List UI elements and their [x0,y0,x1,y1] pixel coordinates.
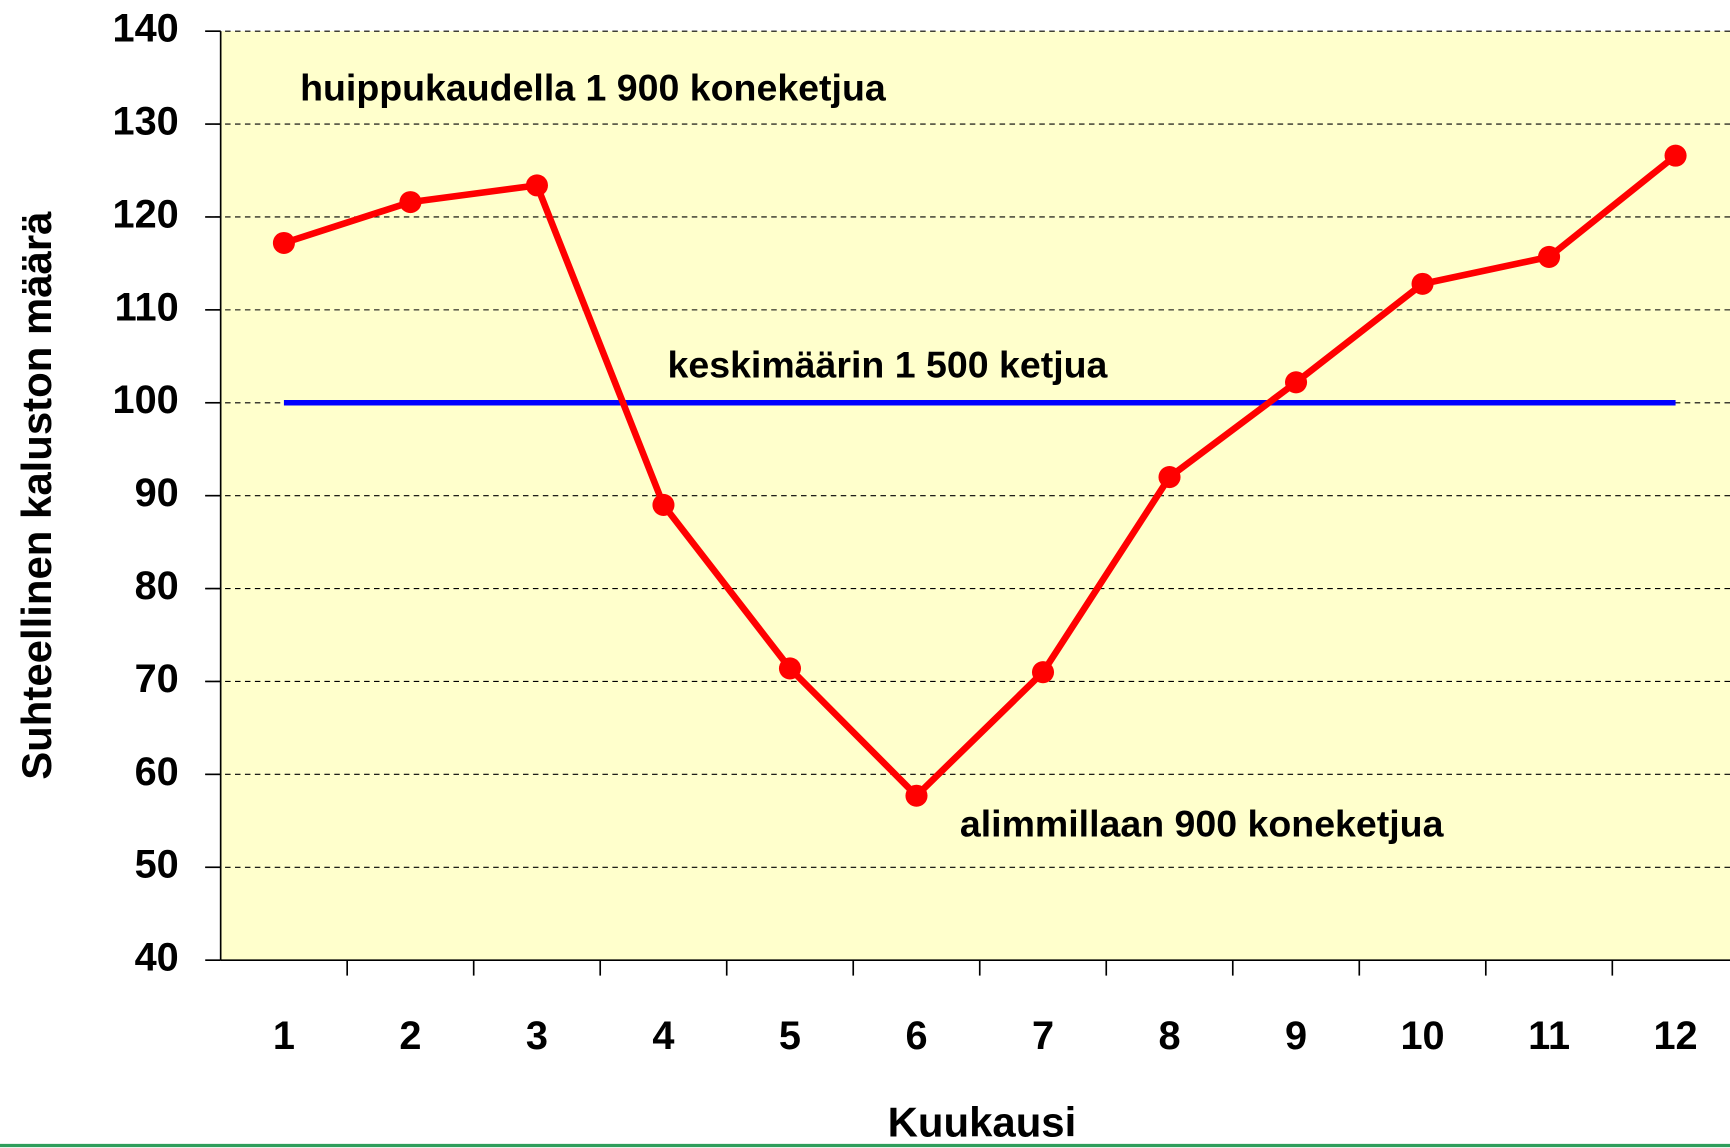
data-point [272,231,295,255]
series-line [282,153,1678,800]
y-tick-label: 110 [115,285,179,329]
y-tick-label: 60 [135,750,179,794]
data-point [652,493,675,516]
annotation: huippukaudella 1 900 koneketjua [300,67,887,109]
y-tick-label: 70 [135,657,179,701]
y-tick-label: 120 [112,192,178,236]
annotation: keskimäärin 1 500 ketjua [668,344,1109,386]
annotation: alimmillaan 900 koneketjua [960,803,1445,845]
data-point [1538,245,1561,268]
data-point [1158,466,1181,489]
y-tick-label: 140 [112,7,178,51]
y-tick-label: 50 [135,843,179,887]
data-point [1411,272,1434,295]
x-tick-label: 7 [1032,1014,1054,1058]
y-tick-label: 40 [135,936,179,980]
x-tick-label: 12 [1653,1014,1697,1058]
x-tick-label: 1 [273,1014,295,1058]
data-point [399,191,422,214]
y-tick-label: 80 [135,564,179,608]
y-axis-title: Suhteellinen kaluston määrä [13,211,60,780]
x-tick-label: 4 [652,1014,674,1058]
data-point [1031,661,1055,684]
x-tick-label: 8 [1158,1014,1180,1058]
x-tick-label: 11 [1528,1014,1570,1058]
x-tick-label: 9 [1285,1014,1307,1058]
x-tick-label: 10 [1400,1014,1444,1058]
x-tick-label: 6 [905,1014,927,1058]
data-point [1284,371,1308,394]
x-tick-label: 5 [779,1014,801,1058]
x-tick-label: 3 [526,1014,548,1058]
data-point [525,174,548,197]
data-point [1664,144,1687,167]
y-tick-label: 90 [135,471,179,515]
data-point [905,784,928,807]
y-tick-label: 130 [112,100,178,144]
y-tick-label: 100 [112,378,178,422]
x-axis-title: Kuukausi [888,1099,1077,1146]
x-tick-label: 2 [399,1014,421,1058]
data-point [778,657,802,680]
